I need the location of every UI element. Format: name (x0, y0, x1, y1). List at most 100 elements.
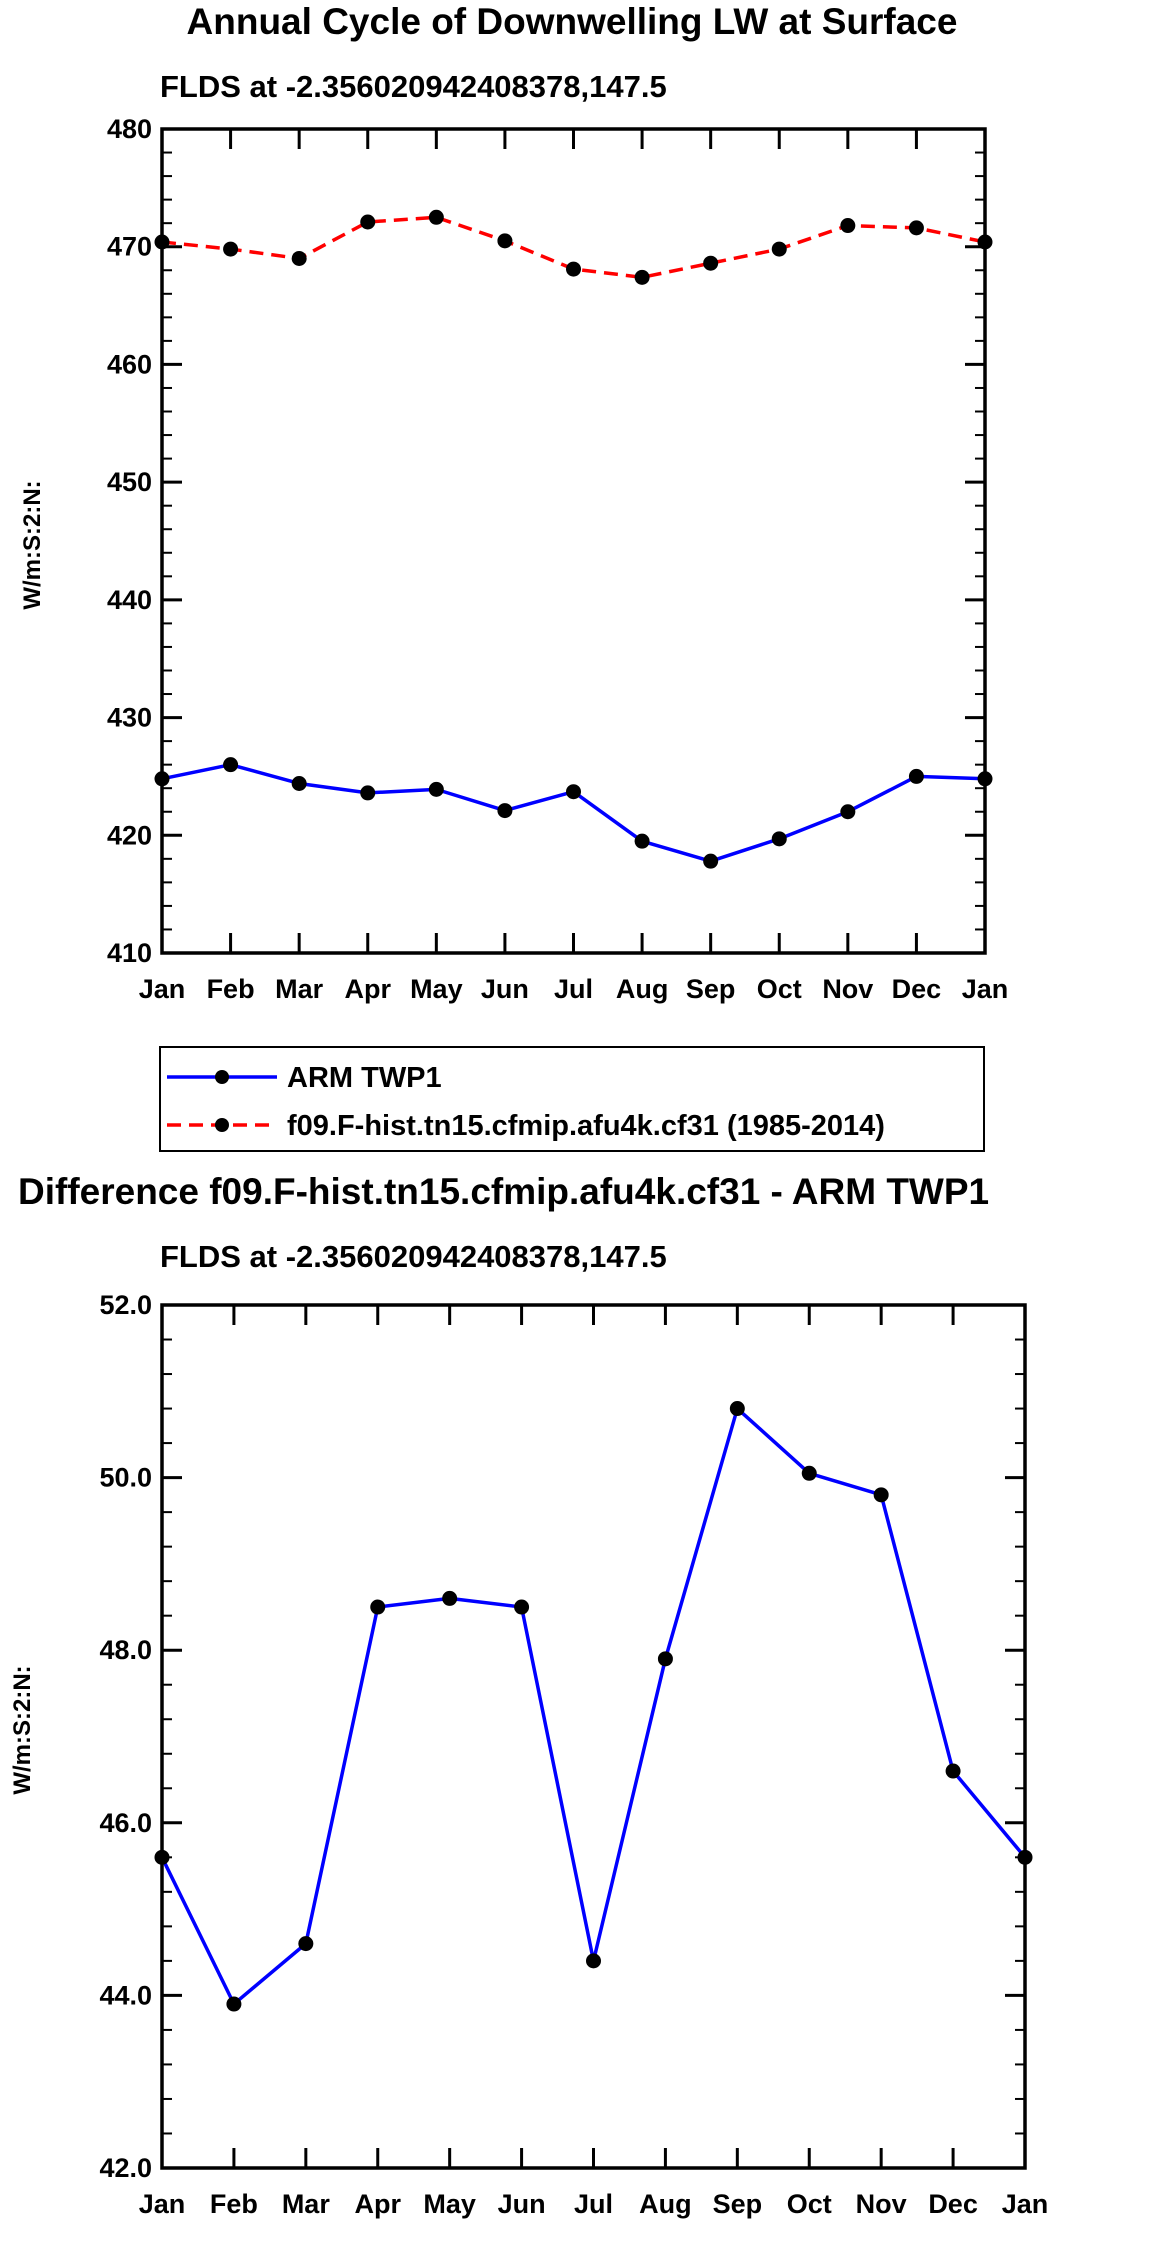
data-point (291, 775, 307, 791)
x-tick-label: Dec (928, 2189, 978, 2219)
y-tick-label: 440 (107, 585, 152, 615)
data-point (497, 233, 513, 249)
data-point (370, 1599, 386, 1615)
data-point (945, 1763, 961, 1779)
chart1-title: Annual Cycle of Downwelling LW at Surfac… (187, 1, 958, 42)
legend-label-arm: ARM TWP1 (287, 1062, 442, 1094)
data-point (977, 234, 993, 250)
data-point (977, 771, 993, 787)
data-point (566, 261, 581, 277)
chart2-subtitle: FLDS at -2.356020942408378,147.5 (160, 1239, 667, 1274)
x-tick-label: Jan (962, 974, 1009, 1004)
chart2-axes: 42.0 44.0 46.0 48.0 50.0 52.0 Jan Feb Mar Apr May J… (99, 1290, 1048, 2219)
x-tick-label: Sep (713, 2189, 763, 2219)
data-point (657, 1651, 673, 1667)
y-tick-label: 450 (107, 467, 152, 497)
data-point (634, 269, 650, 285)
data-point (634, 833, 650, 849)
x-tick-label: Jan (139, 974, 186, 1004)
chart2-title: Difference f09.F-hist.tn15.cfmip.afu4k.c… (18, 1171, 989, 1212)
data-point (771, 831, 787, 847)
x-tick-label: Nov (822, 974, 873, 1004)
data-point (291, 250, 307, 266)
chart1-y-axis-label: W/m:S:2:N: (19, 480, 46, 609)
data-point (497, 803, 513, 819)
data-point (223, 241, 239, 257)
data-point (873, 1487, 889, 1503)
chart2-y-axis-label: W/m:S:2:N: (9, 1665, 36, 1794)
y-tick-label: 50.0 (99, 1463, 152, 1493)
y-tick-label: 42.0 (99, 2153, 152, 2183)
chart1-axes: 410 420 430 440 450 460 470 480 Jan Feb Mar Apr May J… (107, 114, 1008, 1004)
x-tick-label: Oct (787, 2189, 832, 2219)
y-tick-label: 52.0 (99, 1290, 152, 1320)
data-point (840, 218, 856, 234)
legend-marker-arm (215, 1070, 229, 1084)
data-point (1017, 1849, 1033, 1865)
difference-chart: Difference f09.F-hist.tn15.cfmip.afu4k.c… (9, 1171, 1048, 2219)
x-tick-label: Aug (616, 974, 668, 1004)
data-point (801, 1465, 817, 1481)
chart1-legend: ARM TWP1 f09.F-hist.tn15.cfmip.afu4k.cf3… (159, 1046, 985, 1152)
x-tick-label: Sep (686, 974, 736, 1004)
series-line-0 (160, 1406, 1027, 2006)
data-point (840, 804, 856, 820)
plot-frame (160, 127, 987, 955)
data-point (566, 784, 581, 800)
chart2-series (154, 1401, 1033, 2012)
chart1-series (154, 209, 993, 869)
legend-label-model: f09.F-hist.tn15.cfmip.afu4k.cf31 (1985-2… (287, 1110, 885, 1142)
data-point (703, 853, 719, 869)
x-tick-label: Apr (355, 2189, 402, 2219)
x-tick-label: May (410, 974, 463, 1004)
data-point (729, 1401, 745, 1417)
series-line-0 (161, 762, 986, 863)
data-point (908, 768, 924, 784)
x-tick-label: Dec (892, 974, 942, 1004)
y-tick-label: 470 (107, 232, 152, 262)
data-point (154, 771, 170, 787)
data-point (428, 209, 444, 225)
x-tick-label: Jun (481, 974, 529, 1004)
x-tick-label: Jul (554, 974, 593, 1004)
x-tick-label: Mar (275, 974, 324, 1004)
x-tick-label: Feb (210, 2189, 258, 2219)
y-tick-label: 460 (107, 349, 152, 379)
data-point (442, 1590, 458, 1606)
legend-box (159, 1046, 985, 1152)
y-tick-label: 48.0 (99, 1635, 152, 1665)
plot-frame (160, 1303, 1027, 2170)
data-point (223, 757, 239, 773)
x-tick-label: Jul (574, 2189, 613, 2219)
data-point (428, 781, 444, 797)
data-point (360, 214, 376, 230)
y-tick-label: 420 (107, 820, 152, 850)
y-tick-label: 44.0 (99, 1980, 152, 2010)
x-tick-label: Jan (1002, 2189, 1049, 2219)
data-point (226, 1996, 242, 2012)
data-point (154, 234, 170, 250)
x-tick-label: May (423, 2189, 476, 2219)
chart1-subtitle: FLDS at -2.356020942408378,147.5 (160, 69, 667, 104)
x-tick-label: Jun (498, 2189, 546, 2219)
x-tick-label: Feb (207, 974, 255, 1004)
data-point (298, 1936, 314, 1952)
y-tick-label: 46.0 (99, 1808, 152, 1838)
x-tick-label: Jan (139, 2189, 186, 2219)
annual-cycle-chart: Annual Cycle of Downwelling LW at Surfac… (19, 1, 1008, 1152)
x-tick-label: Apr (345, 974, 392, 1004)
x-tick-label: Oct (757, 974, 802, 1004)
y-tick-label: 430 (107, 703, 152, 733)
data-point (908, 220, 924, 236)
data-point (586, 1953, 601, 1969)
data-point (514, 1599, 530, 1615)
data-point (154, 1849, 170, 1865)
y-tick-label: 410 (107, 938, 152, 968)
data-point (771, 241, 787, 257)
data-point (360, 785, 376, 801)
data-point (703, 255, 719, 271)
legend-marker-model (215, 1118, 229, 1132)
x-tick-label: Aug (639, 2189, 691, 2219)
x-tick-label: Nov (856, 2189, 907, 2219)
